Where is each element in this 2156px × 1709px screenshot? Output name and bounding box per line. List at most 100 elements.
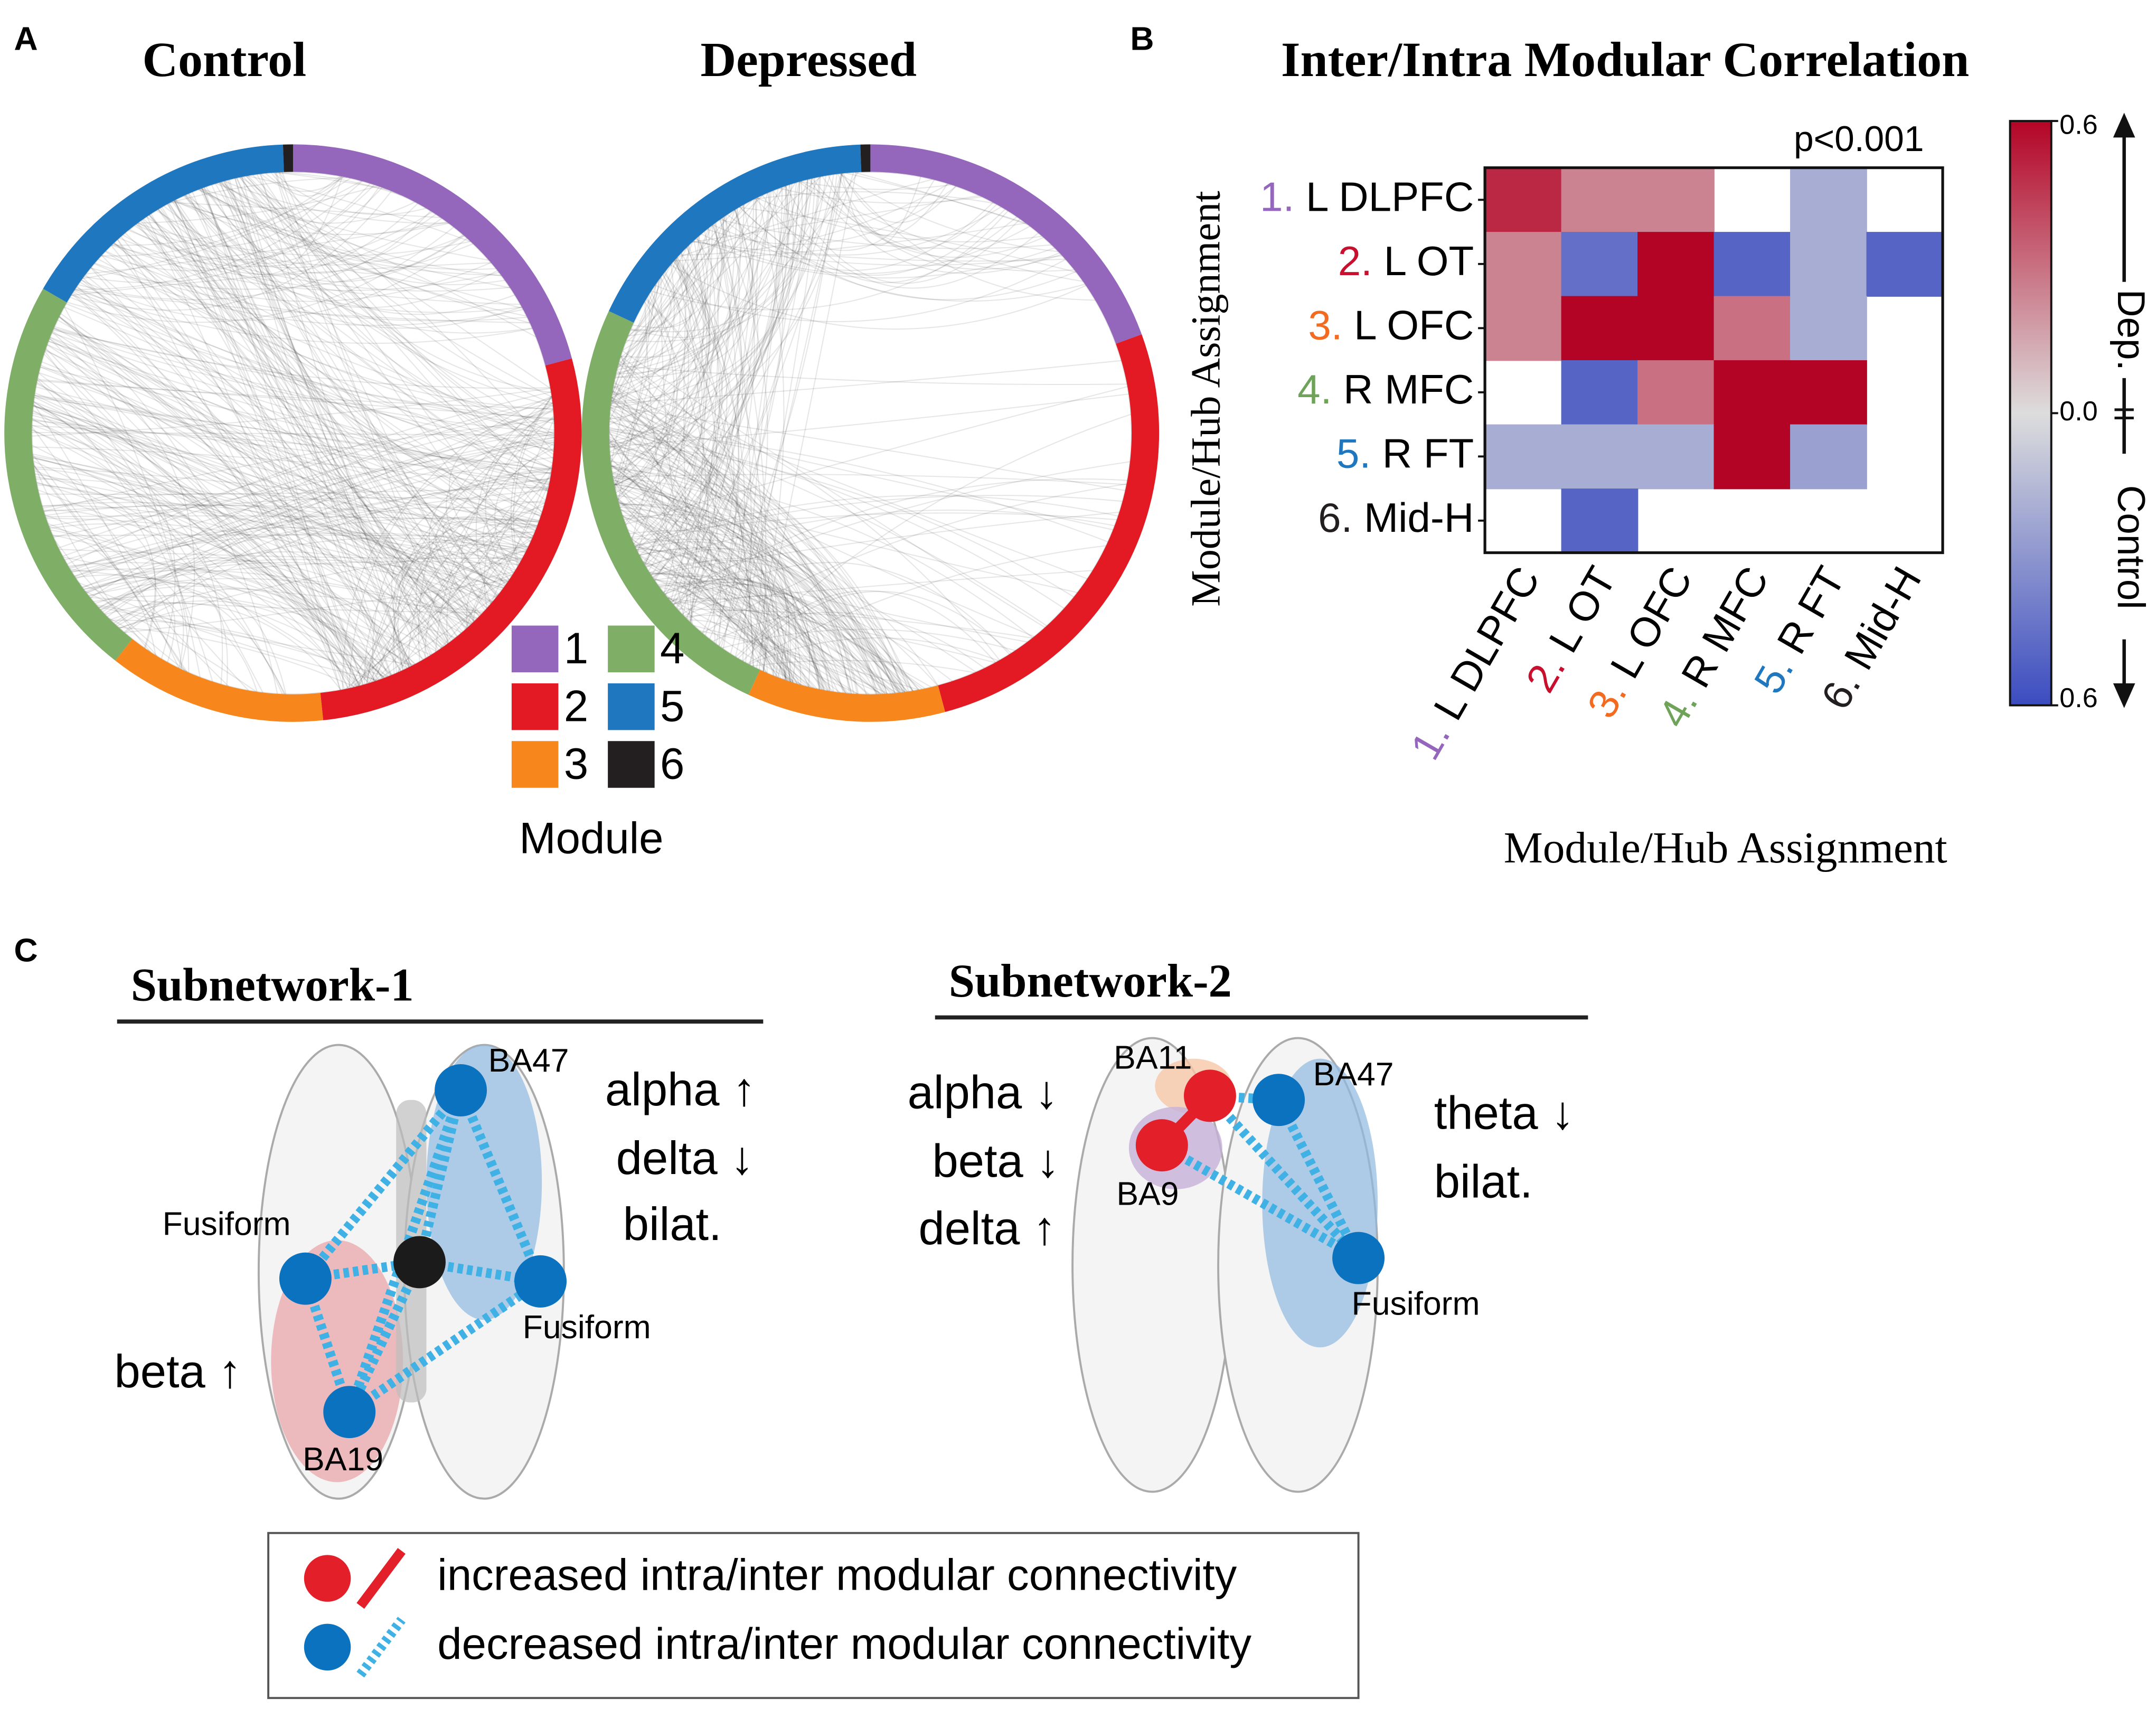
heatmap-frame — [1483, 166, 1944, 555]
heatmap-cell — [1790, 296, 1867, 361]
chord — [609, 177, 815, 420]
row-label: 3. L OFC — [1308, 302, 1474, 348]
chord — [627, 529, 932, 688]
chord — [618, 363, 786, 680]
chord — [611, 172, 859, 399]
chord — [619, 186, 788, 509]
chord — [613, 477, 913, 691]
chord — [608, 431, 828, 691]
chord — [718, 219, 768, 646]
chord — [611, 181, 803, 403]
chord — [114, 242, 541, 517]
chord — [117, 239, 359, 687]
chord — [712, 224, 767, 670]
chord — [466, 558, 522, 628]
chord — [33, 457, 468, 628]
chord — [241, 176, 423, 661]
chord — [33, 405, 505, 587]
chord — [727, 214, 1086, 302]
chord — [149, 214, 492, 604]
chord — [43, 509, 157, 649]
chord — [173, 200, 457, 637]
chord — [247, 175, 471, 242]
label-name: R MFC — [1343, 365, 1474, 412]
chord — [84, 590, 257, 692]
heatmap-cell — [1713, 232, 1791, 297]
module-arc — [320, 358, 582, 720]
chord — [198, 189, 523, 309]
chord — [612, 390, 1088, 579]
chord — [173, 200, 511, 288]
chord — [615, 185, 787, 379]
chord — [672, 597, 792, 682]
chord — [683, 595, 887, 694]
annotation: p<0.001 — [1794, 119, 1924, 159]
chord — [748, 197, 785, 665]
chord — [623, 516, 906, 693]
chord — [71, 293, 341, 690]
chord — [42, 493, 529, 547]
chord — [200, 189, 427, 658]
chord — [683, 245, 693, 625]
module-arc — [608, 144, 862, 323]
chord — [620, 356, 908, 692]
chord — [610, 259, 711, 409]
chord — [610, 187, 783, 405]
chord — [639, 548, 802, 685]
chord — [342, 433, 554, 690]
chord — [205, 186, 431, 274]
chord — [260, 173, 407, 669]
chord — [93, 595, 413, 666]
chord — [203, 187, 351, 688]
chord — [754, 191, 995, 204]
chord — [247, 175, 552, 398]
chord — [668, 598, 818, 689]
chord — [86, 560, 444, 647]
chord — [391, 541, 519, 668]
chord — [612, 392, 828, 691]
chord — [609, 429, 1065, 609]
chord — [676, 209, 755, 609]
chord — [854, 172, 1028, 226]
chord — [730, 173, 843, 654]
node-label: Fusiform — [523, 1309, 651, 1346]
chord — [170, 177, 348, 203]
chord — [157, 186, 380, 264]
chord — [648, 199, 755, 571]
chord — [662, 274, 754, 667]
chord — [256, 174, 475, 622]
heatmap-cell — [1485, 232, 1562, 297]
chord — [74, 290, 554, 452]
chord — [639, 555, 898, 694]
chord — [33, 455, 502, 591]
chord — [712, 612, 985, 669]
chord — [378, 593, 500, 681]
heatmap-cell — [1637, 232, 1715, 297]
chord — [630, 240, 704, 539]
chord — [32, 446, 548, 491]
chord — [167, 203, 341, 690]
chord — [273, 172, 427, 215]
chord — [635, 546, 891, 694]
chord — [612, 472, 825, 691]
chord — [159, 208, 513, 576]
chord — [630, 259, 710, 339]
chord — [246, 175, 549, 490]
chords — [31, 172, 555, 694]
chord — [81, 238, 468, 321]
chord — [684, 615, 801, 685]
chord — [67, 391, 551, 565]
chord — [613, 479, 1078, 593]
chord — [654, 579, 923, 690]
chord — [739, 206, 1076, 301]
chord — [33, 401, 471, 625]
chord — [465, 419, 554, 630]
chord — [33, 404, 425, 660]
chord — [119, 211, 432, 267]
chord — [672, 570, 1093, 605]
chord — [98, 606, 415, 665]
module-arc — [581, 311, 760, 695]
band-label: beta ↑ — [115, 1345, 242, 1397]
chord — [146, 214, 436, 268]
chord — [49, 338, 385, 679]
